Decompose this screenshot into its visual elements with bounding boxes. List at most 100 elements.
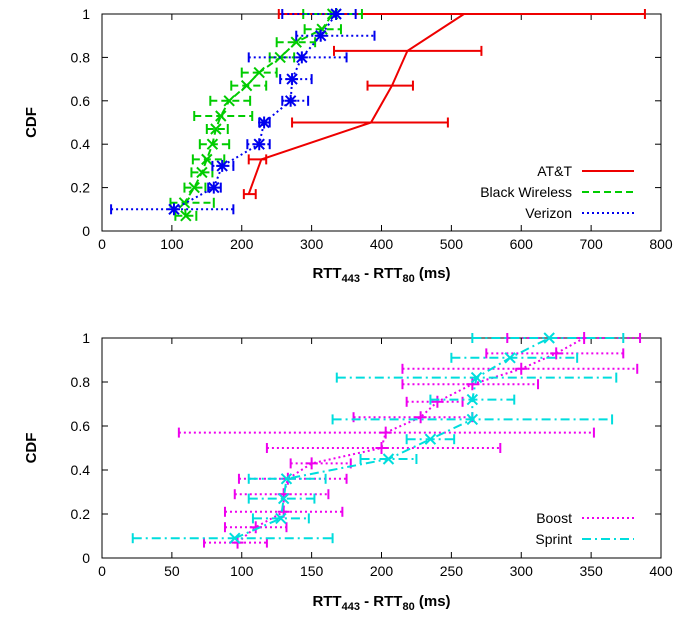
x-axis-title-part: (ms) [415, 265, 451, 282]
y-tick-label: 0 [82, 223, 90, 239]
data-point [275, 512, 287, 525]
y-axis-title: CDF [23, 433, 40, 464]
data-point [375, 442, 388, 454]
x-tick-label: 50 [164, 563, 180, 579]
x-axis-title-part: RTT [312, 593, 341, 610]
legend-label: AT&T [537, 163, 572, 179]
x-tick-label: 500 [440, 236, 464, 252]
data-point [466, 378, 479, 391]
y-tick-label: 1 [82, 330, 90, 346]
y-tick-label: 0.2 [71, 180, 91, 196]
y-tick-label: 0 [82, 550, 90, 566]
data-point [330, 8, 343, 20]
data-point [382, 453, 395, 465]
data-point [253, 138, 266, 151]
x-axis-title-subscript: 80 [402, 601, 414, 613]
data-point [379, 426, 392, 439]
data-point [206, 138, 219, 150]
x-tick-label: 300 [300, 236, 324, 252]
series-line [234, 337, 550, 540]
x-tick-label: 700 [579, 236, 603, 252]
data-point [286, 73, 299, 86]
data-point [201, 153, 213, 166]
data-point [196, 166, 208, 179]
legend-label: Boost [536, 510, 572, 526]
data-point [543, 332, 555, 344]
data-point [305, 457, 318, 470]
x-tick-label: 350 [579, 563, 603, 579]
x-tick-label: 300 [510, 563, 534, 579]
x-axis-title-part: (ms) [415, 593, 451, 610]
series-sprint: Sprint [131, 332, 634, 547]
x-tick-label: 200 [230, 236, 254, 252]
x-tick-label: 400 [370, 236, 394, 252]
data-point [466, 393, 479, 406]
data-point [253, 66, 265, 79]
data-point [223, 95, 235, 107]
data-point [550, 347, 563, 360]
data-point [466, 413, 479, 426]
x-axis-title: RTT443 - RTT80 (ms) [312, 265, 450, 285]
data-point [314, 29, 327, 42]
data-point [210, 123, 222, 135]
data-point [504, 352, 516, 364]
data-point [515, 362, 528, 375]
data-point [290, 36, 302, 48]
data-point [178, 197, 191, 209]
x-tick-label: 100 [230, 563, 254, 579]
y-tick-label: 1 [82, 6, 90, 22]
legend-label: Sprint [535, 531, 572, 547]
data-point [231, 536, 244, 549]
x-axis-title-subscript: 443 [342, 601, 360, 613]
x-axis-title: RTT443 - RTT80 (ms) [312, 593, 450, 613]
x-axis-title-part: - RTT [360, 593, 403, 610]
series-verizon: Verizon [110, 8, 634, 221]
x-tick-label: 600 [510, 236, 534, 252]
x-tick-label: 400 [649, 563, 673, 579]
data-point [424, 433, 437, 445]
data-point [207, 181, 220, 194]
series-line [183, 13, 334, 216]
data-point [277, 492, 290, 505]
y-tick-label: 0.6 [71, 93, 91, 109]
series-black-wireless: Black Wireless [169, 8, 634, 222]
x-tick-label: 0 [98, 236, 106, 252]
y-tick-label: 0.8 [71, 49, 91, 65]
x-tick-label: 250 [440, 563, 464, 579]
series-line [173, 13, 337, 211]
data-point [216, 159, 229, 172]
data-point [240, 79, 253, 92]
top-chart: 0 100 200 300 400 500 600 700 800 0 0.2 0.4 0.6 0.8 1 C… [23, 6, 673, 285]
series-boost: Boost [177, 332, 642, 549]
data-point [295, 51, 308, 64]
legend-label: Black Wireless [480, 184, 572, 200]
y-axis-title: CDF [23, 107, 40, 138]
data-point [215, 110, 227, 122]
data-point [167, 203, 180, 216]
series-line [247, 13, 465, 195]
x-tick-label: 200 [370, 563, 394, 579]
data-point [414, 411, 427, 424]
x-axis-title-part: - RTT [360, 265, 403, 282]
x-tick-label: 100 [160, 236, 184, 252]
data-point [180, 210, 192, 222]
legend-label: Verizon [525, 205, 572, 221]
y-tick-label: 0.2 [71, 506, 91, 522]
data-point [284, 94, 297, 107]
data-point [431, 395, 444, 408]
x-axis-title-part: RTT [312, 265, 341, 282]
data-point [280, 473, 293, 485]
x-tick-label: 0 [98, 563, 106, 579]
data-point [470, 371, 483, 384]
data-point [258, 116, 271, 129]
x-tick-label: 150 [300, 563, 324, 579]
y-tick-label: 0.4 [71, 462, 91, 478]
bottom-chart: 0 50 100 150 200 250 300 350 400 0 0.2 0.4 0.6 0.8 1 CD… [23, 330, 673, 613]
x-axis-title-subscript: 443 [342, 273, 360, 285]
y-tick-label: 0.4 [71, 136, 91, 152]
y-tick-label: 0.6 [71, 418, 91, 434]
data-point [188, 181, 200, 194]
x-axis-title-subscript: 80 [402, 273, 414, 285]
data-point [229, 532, 241, 544]
